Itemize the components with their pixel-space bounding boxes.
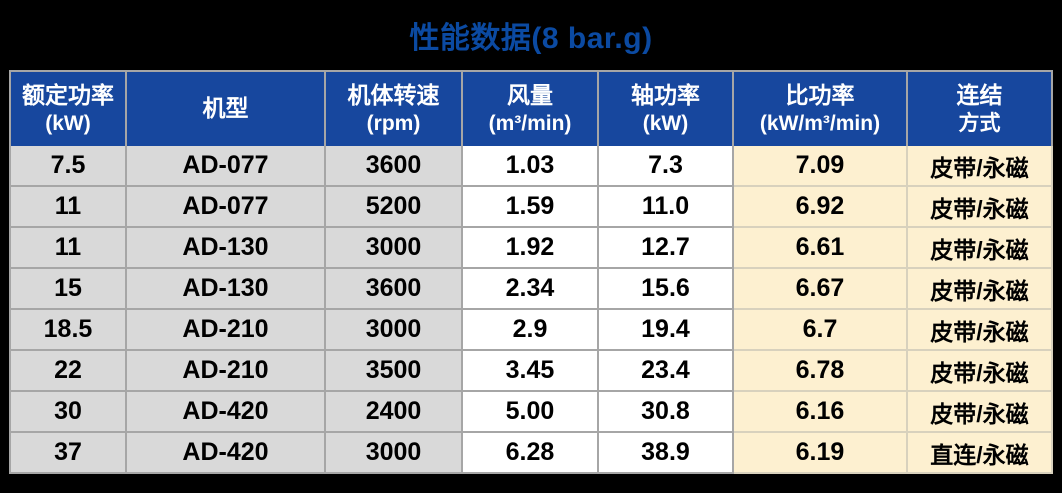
cell-speed: 3000: [326, 310, 463, 351]
table-row: 37 AD-420 3000 6.28 38.9 6.19 直连/永磁: [11, 433, 1053, 474]
column-header-line2: (kW): [45, 112, 91, 136]
cell-shaft_power: 7.3: [599, 146, 734, 187]
cell-airflow: 2.34: [463, 269, 599, 310]
table-row: 30 AD-420 2400 5.00 30.8 6.16 皮带/永磁: [11, 392, 1053, 433]
column-header-line2: (rpm): [366, 112, 421, 136]
column-header-line1: 比功率: [785, 82, 855, 109]
column-header-airflow: 风量 (m³/min): [463, 72, 599, 146]
cell-connection: 皮带/永磁: [908, 269, 1053, 310]
cell-rated_power: 37: [11, 433, 127, 474]
cell-shaft_power: 23.4: [599, 351, 734, 392]
column-header-line1: 连结: [956, 82, 1003, 109]
table-row: 18.5 AD-210 3000 2.9 19.4 6.7 皮带/永磁: [11, 310, 1053, 351]
cell-specific_power: 6.67: [734, 269, 908, 310]
cell-specific_power: 6.78: [734, 351, 908, 392]
cell-shaft_power: 38.9: [599, 433, 734, 474]
cell-specific_power: 6.92: [734, 187, 908, 228]
column-header-line1: 机型: [202, 95, 249, 122]
cell-rated_power: 18.5: [11, 310, 127, 351]
cell-connection: 皮带/永磁: [908, 392, 1053, 433]
cell-model: AD-420: [127, 433, 326, 474]
cell-specific_power: 6.7: [734, 310, 908, 351]
column-header-line2: (kW/m³/min): [759, 112, 881, 136]
column-header-speed: 机体转速 (rpm): [326, 72, 463, 146]
cell-speed: 3600: [326, 146, 463, 187]
cell-model: AD-077: [127, 187, 326, 228]
cell-shaft_power: 30.8: [599, 392, 734, 433]
cell-rated_power: 11: [11, 228, 127, 269]
title-bar: 性能数据(8 bar.g): [0, 0, 1062, 70]
cell-rated_power: 15: [11, 269, 127, 310]
table-header: 额定功率 (kW) 机型 机体转速 (rpm) 风量 (m³/min) 轴功率 (kW) 比功率 (…: [11, 72, 1053, 146]
cell-rated_power: 11: [11, 187, 127, 228]
column-header-connection: 连结 方式: [908, 72, 1053, 146]
column-header-line1: 机体转速: [347, 82, 440, 109]
column-header-line2: (m³/min): [488, 112, 572, 136]
table-header-row: 额定功率 (kW) 机型 机体转速 (rpm) 风量 (m³/min) 轴功率 (kW) 比功率 (…: [11, 72, 1053, 146]
cell-model: AD-210: [127, 310, 326, 351]
cell-speed: 3600: [326, 269, 463, 310]
cell-connection: 皮带/永磁: [908, 146, 1053, 187]
column-header-shaft_power: 轴功率 (kW): [599, 72, 734, 146]
cell-shaft_power: 12.7: [599, 228, 734, 269]
cell-speed: 3500: [326, 351, 463, 392]
cell-connection: 皮带/永磁: [908, 187, 1053, 228]
cell-airflow: 1.92: [463, 228, 599, 269]
cell-shaft_power: 11.0: [599, 187, 734, 228]
cell-speed: 3000: [326, 433, 463, 474]
performance-table: 额定功率 (kW) 机型 机体转速 (rpm) 风量 (m³/min) 轴功率 (kW) 比功率 (…: [9, 70, 1053, 474]
cell-connection: 皮带/永磁: [908, 310, 1053, 351]
cell-specific_power: 6.19: [734, 433, 908, 474]
cell-specific_power: 7.09: [734, 146, 908, 187]
cell-speed: 2400: [326, 392, 463, 433]
cell-shaft_power: 19.4: [599, 310, 734, 351]
page-title: 性能数据(8 bar.g): [409, 22, 653, 55]
column-header-line1: 轴功率: [631, 82, 700, 109]
cell-airflow: 1.59: [463, 187, 599, 228]
cell-rated_power: 22: [11, 351, 127, 392]
cell-specific_power: 6.16: [734, 392, 908, 433]
cell-airflow: 6.28: [463, 433, 599, 474]
cell-model: AD-130: [127, 228, 326, 269]
cell-airflow: 1.03: [463, 146, 599, 187]
cell-rated_power: 30: [11, 392, 127, 433]
table-body: 7.5 AD-077 3600 1.03 7.3 7.09 皮带/永磁 11 AD-077 520…: [11, 146, 1053, 474]
table-row: 11 AD-077 5200 1.59 11.0 6.92 皮带/永磁: [11, 187, 1053, 228]
table-row: 7.5 AD-077 3600 1.03 7.3 7.09 皮带/永磁: [11, 146, 1053, 187]
cell-speed: 5200: [326, 187, 463, 228]
table-row: 15 AD-130 3600 2.34 15.6 6.67 皮带/永磁: [11, 269, 1053, 310]
table-row: 11 AD-130 3000 1.92 12.7 6.61 皮带/永磁: [11, 228, 1053, 269]
column-header-line2: 方式: [958, 112, 1001, 136]
column-header-rated_power: 额定功率 (kW): [11, 72, 127, 146]
cell-connection: 皮带/永磁: [908, 228, 1053, 269]
cell-airflow: 2.9: [463, 310, 599, 351]
column-header-line1: 额定功率: [22, 82, 114, 109]
cell-airflow: 3.45: [463, 351, 599, 392]
column-header-specific_power: 比功率 (kW/m³/min): [734, 72, 908, 146]
cell-model: AD-077: [127, 146, 326, 187]
cell-airflow: 5.00: [463, 392, 599, 433]
cell-specific_power: 6.61: [734, 228, 908, 269]
cell-model: AD-420: [127, 392, 326, 433]
cell-speed: 3000: [326, 228, 463, 269]
column-header-line1: 风量: [507, 82, 553, 109]
cell-rated_power: 7.5: [11, 146, 127, 187]
column-header-line2: (kW): [642, 112, 689, 136]
cell-connection: 直连/永磁: [908, 433, 1053, 474]
cell-model: AD-130: [127, 269, 326, 310]
cell-model: AD-210: [127, 351, 326, 392]
cell-shaft_power: 15.6: [599, 269, 734, 310]
table-row: 22 AD-210 3500 3.45 23.4 6.78 皮带/永磁: [11, 351, 1053, 392]
column-header-model: 机型: [127, 72, 326, 146]
cell-connection: 皮带/永磁: [908, 351, 1053, 392]
